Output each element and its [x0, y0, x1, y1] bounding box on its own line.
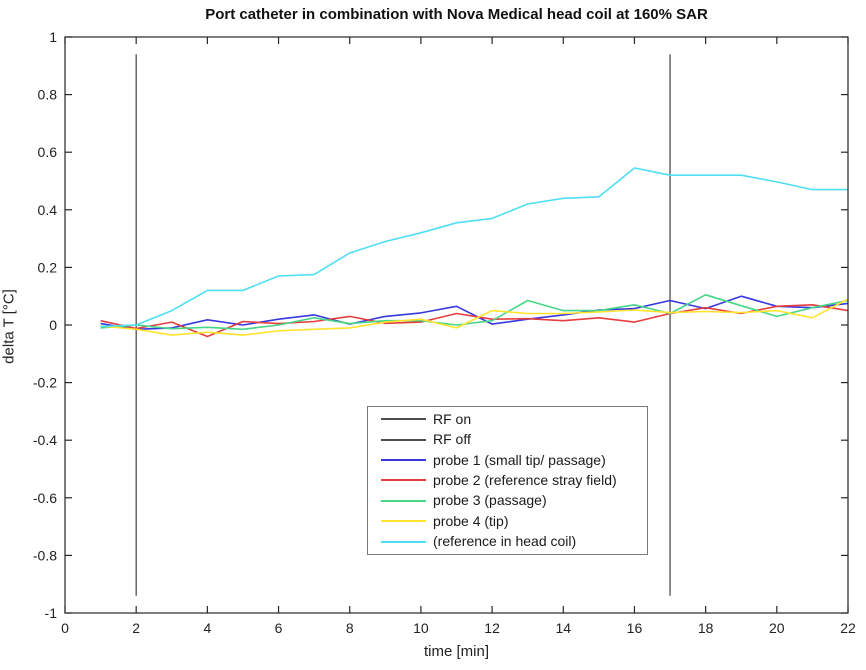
x-tick-label: 2	[132, 620, 140, 636]
x-tick-label: 18	[698, 620, 714, 636]
y-tick-label: 0.4	[38, 202, 58, 218]
x-tick-label: 0	[61, 620, 69, 636]
x-tick-label: 14	[555, 620, 571, 636]
y-tick-label: 0.6	[38, 144, 58, 160]
legend-line-sample	[381, 540, 426, 543]
x-tick-label: 10	[413, 620, 429, 636]
y-tick-label: 0.2	[38, 259, 58, 275]
x-tick-label: 12	[484, 620, 500, 636]
y-tick-label: 0.8	[38, 87, 58, 103]
x-tick-label: 8	[346, 620, 354, 636]
legend-line-sample	[381, 418, 426, 421]
y-tick-label: -1	[45, 605, 58, 621]
legend: RF on RF off probe 1 (small tip/ passage) p…	[367, 406, 648, 555]
x-tick-label: 6	[275, 620, 283, 636]
chart-title: Port catheter in combination with Nova M…	[205, 6, 708, 23]
legend-item: (reference in head coil)	[368, 532, 647, 551]
x-tick-label: 22	[840, 620, 856, 636]
y-tick-label: 0	[49, 317, 57, 333]
legend-item-label: probe 1 (small tip/ passage)	[433, 451, 606, 468]
x-tick-label: 20	[769, 620, 785, 636]
series-line-1	[100, 295, 849, 331]
x-axis-label: time [min]	[423, 643, 489, 660]
legend-item-label: RF on	[433, 410, 472, 427]
legend-line-sample	[381, 520, 426, 523]
series-line-4	[100, 298, 849, 336]
legend-item-label: probe 3 (passage)	[433, 492, 547, 509]
x-tick-label: 16	[627, 620, 643, 636]
legend-line-sample	[381, 479, 426, 482]
legend-line-sample	[381, 499, 426, 502]
legend-item: probe 2 (reference stray field)	[368, 471, 647, 490]
legend-item: RF on	[368, 410, 647, 429]
legend-item-label: probe 2 (reference stray field)	[433, 471, 617, 488]
y-tick-label: -0.2	[33, 375, 57, 391]
y-tick-label: -0.4	[33, 432, 57, 448]
x-tick-label: 4	[203, 620, 211, 636]
series-line-5	[100, 167, 848, 328]
legend-line-sample	[381, 459, 426, 462]
series-line-3	[100, 293, 849, 331]
legend-item-label: (reference in head coil)	[433, 533, 577, 550]
legend-item-label: RF off	[433, 431, 471, 448]
legend-item-label: probe 4 (tip)	[433, 512, 509, 529]
legend-item: RF off	[368, 430, 647, 449]
legend-line-sample	[381, 438, 426, 441]
legend-item: probe 4 (tip)	[368, 512, 647, 531]
legend-item: probe 3 (passage)	[368, 491, 647, 510]
y-tick-label: -0.8	[33, 547, 57, 563]
y-tick-label: -0.6	[33, 490, 57, 506]
legend-item: probe 1 (small tip/ passage)	[368, 451, 647, 470]
y-tick-label: 1	[49, 29, 57, 45]
